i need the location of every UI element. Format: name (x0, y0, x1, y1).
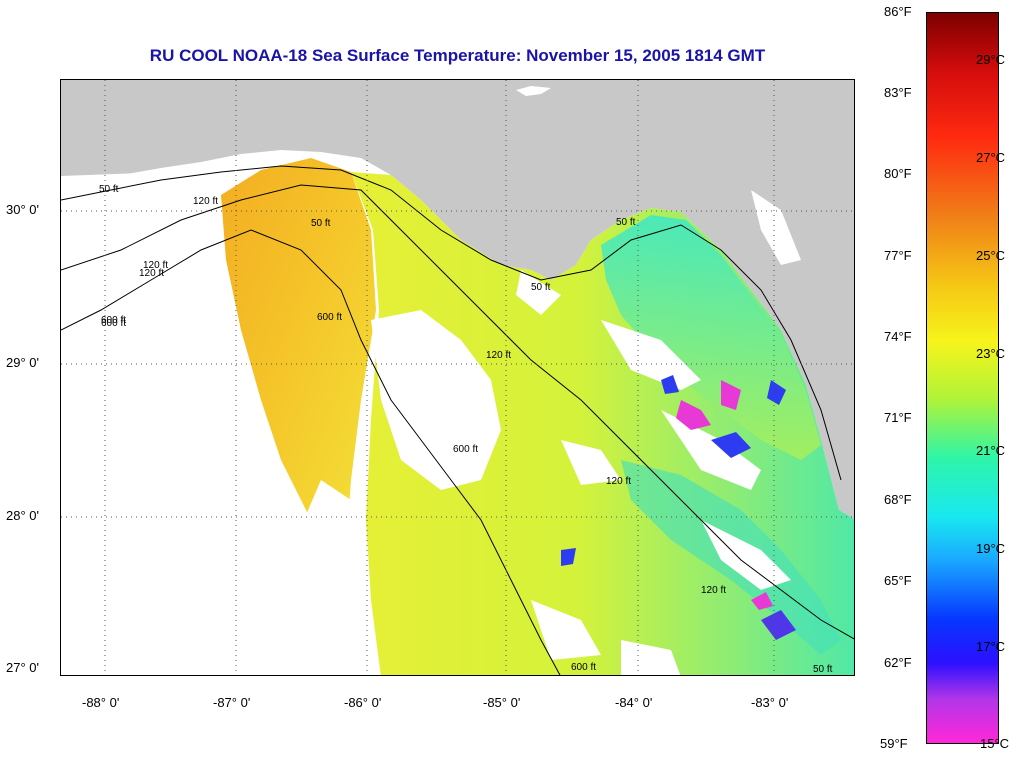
land-area (61, 80, 854, 519)
contour-label: 50 ft (813, 664, 833, 675)
colorbar-c-label: 23°C (976, 346, 1006, 361)
contour-label: 50 ft (616, 217, 636, 228)
cold-patches (561, 375, 796, 640)
map-title: RU COOL NOAA-18 Sea Surface Temperature:… (149, 46, 766, 65)
colorbar-f-label: 68°F (884, 492, 912, 507)
lon-label: -84° 0' (615, 695, 653, 710)
lat-label: 27° 0' (6, 660, 39, 675)
contour-label: 50 ft (311, 218, 331, 229)
contour-label: 120 ft (606, 476, 631, 487)
colorbar-c-label: 21°C (976, 443, 1006, 458)
colorbar-f-label: 86°F (884, 4, 912, 19)
colorbar-f-label: 80°F (884, 166, 912, 181)
colorbar-c-label: 17°C (976, 639, 1006, 654)
contour-label: 600 ft (101, 318, 126, 329)
colorbar-f-label: 83°F (884, 85, 912, 100)
colorbar-c-label: 19°C (976, 541, 1006, 556)
lon-label: -85° 0' (483, 695, 521, 710)
contour-label: 600 ft (453, 444, 478, 455)
contour-label: 120 ft (701, 585, 726, 596)
sst-map[interactable]: 50 ft 120 ft 600 ft 50 ft 120 ft 600 ft … (60, 79, 855, 676)
contour-label: 50 ft (99, 184, 119, 195)
lat-label: 30° 0' (6, 202, 39, 217)
lon-label: -88° 0' (82, 695, 120, 710)
lat-label: 28° 0' (6, 508, 39, 523)
contour-label: 600 ft (571, 662, 596, 673)
colorbar-c-label: 29°C (976, 52, 1006, 67)
contour-label: 120 ft (193, 196, 218, 207)
cloud-gaps (61, 170, 801, 675)
colorbar-f-label: 71°F (884, 410, 912, 425)
colorbar-c-label: 25°C (976, 248, 1006, 263)
contour-label: 600 ft (101, 315, 126, 326)
temperature-colorbar (926, 12, 999, 744)
lat-label: 29° 0' (6, 355, 39, 370)
white-patch (516, 86, 551, 96)
colorbar-f-label: 74°F (884, 329, 912, 344)
lon-label: -87° 0' (213, 695, 251, 710)
colorbar-f-label: 59°F (880, 736, 908, 751)
contour-label: 50 ft (531, 282, 551, 293)
lon-label: -86° 0' (344, 695, 382, 710)
contour-label: 120 ft (143, 260, 168, 271)
colorbar-f-label: 62°F (884, 655, 912, 670)
colorbar-c-label: 27°C (976, 150, 1006, 165)
lon-label: -83° 0' (751, 695, 789, 710)
sst-map-svg: 50 ft 120 ft 600 ft 50 ft 120 ft 600 ft … (61, 80, 854, 675)
contour-label: 120 ft (139, 268, 164, 279)
sst-cool-nearshore (601, 215, 821, 460)
contour-label: 120 ft (486, 350, 511, 361)
contour-label: 600 ft (317, 312, 342, 323)
contour-labels: 50 ft 120 ft 600 ft 50 ft 120 ft 600 ft … (99, 184, 833, 675)
colorbar-f-label: 65°F (884, 573, 912, 588)
colorbar-f-label: 77°F (884, 248, 912, 263)
sst-warm-swath (221, 158, 376, 550)
colorbar-c-label: 15°C (980, 736, 1010, 751)
